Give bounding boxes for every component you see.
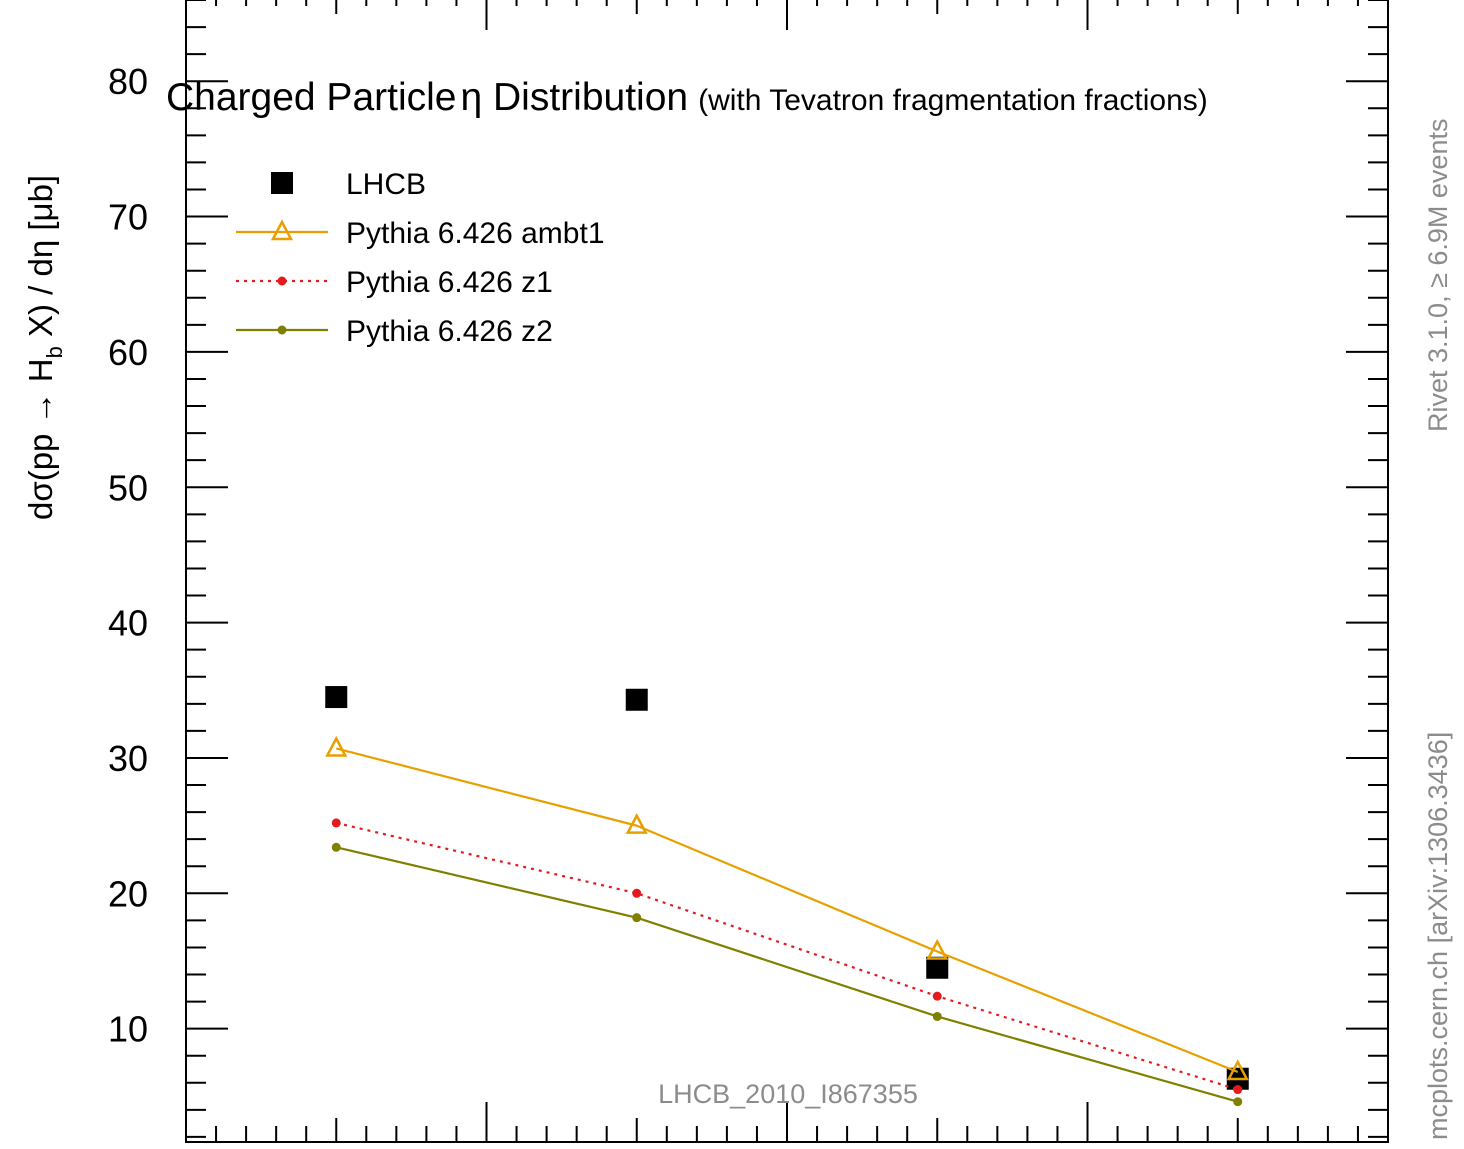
y-tick-label: 20: [108, 873, 148, 914]
y-axis-label-main: dσ(pp → H: [22, 358, 59, 520]
legend-item: LHCB: [271, 168, 426, 201]
data-point: [1233, 1097, 1243, 1107]
data-point: [932, 991, 942, 1001]
y-tick-label: 50: [108, 467, 148, 508]
y-axis-label: dσ(pp → Hb X) / dη [μb]: [22, 175, 67, 520]
series-layer: [325, 686, 1249, 1107]
data-point: [331, 818, 341, 828]
chart-title: Charged Particle η Distribution (with Teva…: [166, 76, 1208, 119]
y-tick-label: 40: [108, 603, 148, 644]
chart-title-eta: η Distribution: [460, 76, 688, 119]
side-text-top: Rivet 3.1.0, ≥ 6.9M events: [1423, 119, 1453, 432]
legend-label: Pythia 6.426 ambt1: [346, 217, 605, 250]
series-line: [335, 747, 1239, 1073]
data-point: [1226, 1059, 1249, 1081]
y-tick-label: 70: [108, 197, 148, 238]
y-tick-label: 80: [108, 61, 148, 102]
series-line: [335, 846, 1239, 1103]
data-point: [331, 842, 341, 852]
y-axis-ticks-right: [1346, 0, 1388, 1138]
y-axis-tick-labels: 10 20 30 40 50 60 70 80: [108, 61, 148, 1049]
legend-marker: [270, 219, 294, 241]
legend-marker: [277, 276, 287, 286]
x-axis-ticks: [185, 0, 1389, 1142]
y-axis-label-tail: X) / dη [μb]: [22, 175, 59, 346]
y-tick-label: 10: [108, 1009, 148, 1050]
analysis-watermark: LHCB_2010_I867355: [658, 1079, 918, 1109]
y-axis-label-sub: b: [42, 346, 67, 358]
legend-item: Pythia 6.426 z2: [236, 315, 553, 348]
chart-title-main: Charged Particle: [166, 76, 456, 119]
y-axis-ticks: [186, 0, 228, 1138]
data-point: [1233, 1085, 1243, 1095]
series-1: [325, 735, 1249, 1081]
legend-item: Pythia 6.426 z1: [236, 266, 553, 299]
legend-label: Pythia 6.426 z1: [346, 266, 553, 299]
series-line: [335, 821, 1239, 1091]
series-2: [331, 818, 1243, 1095]
data-point: [632, 913, 642, 923]
chart-subtitle: (with Tevatron fragmentation fractions): [698, 84, 1208, 117]
y-tick-label: 30: [108, 738, 148, 779]
data-point: [932, 1011, 942, 1021]
data-point: [625, 688, 648, 711]
legend-label: Pythia 6.426 z2: [346, 315, 553, 348]
data-point: [632, 888, 642, 898]
data-point: [926, 956, 949, 979]
legend-marker: [271, 172, 293, 194]
legend-item: Pythia 6.426 ambt1: [236, 217, 605, 250]
legend-marker: [277, 325, 287, 335]
legend: LHCB Pythia 6.426 ambt1 Pythia 6.426 z1 Pyt…: [236, 168, 605, 348]
data-point: [926, 938, 949, 960]
legend-label: LHCB: [346, 168, 426, 201]
side-text-bottom: mcplots.cern.ch [arXiv:1306.3436]: [1423, 732, 1453, 1140]
data-point: [625, 812, 648, 834]
y-tick-label: 60: [108, 332, 148, 373]
series-3: [331, 842, 1243, 1107]
data-point: [325, 686, 348, 709]
data-point: [325, 735, 348, 757]
